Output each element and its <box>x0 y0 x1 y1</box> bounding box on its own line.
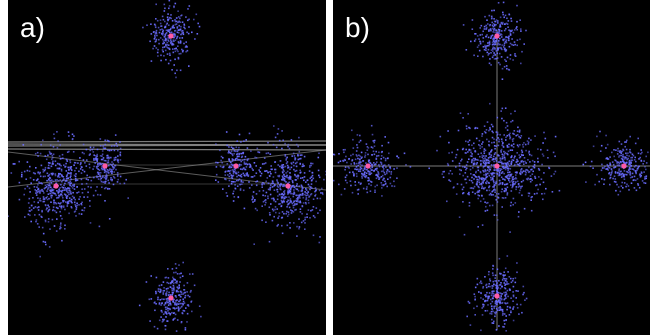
cluster-b-top-core <box>494 33 500 39</box>
cluster-b-center-core <box>494 163 500 169</box>
cluster-a-inner-left <box>79 134 129 199</box>
cluster-a-inner-right-core <box>233 163 239 169</box>
panel-b: b) <box>333 0 650 335</box>
cluster-b-center <box>428 102 561 236</box>
cluster-a-bottom <box>138 261 202 332</box>
cluster-a-inner-left-core <box>102 163 108 169</box>
cluster-a-left <box>8 131 112 258</box>
cluster-b-bottom <box>466 255 528 332</box>
cluster-b-left-core <box>365 163 371 169</box>
cluster-a-bottom-core <box>168 295 174 301</box>
cluster-b-right <box>582 130 649 196</box>
cross-axes <box>333 30 650 330</box>
panel-a-label: a) <box>20 12 45 43</box>
cluster-b-bottom-core <box>494 293 500 299</box>
panel-b-canvas <box>333 1 650 332</box>
cluster-a-top <box>142 0 201 79</box>
panel-b-label: b) <box>345 12 370 43</box>
panel-a: a) <box>0 0 326 335</box>
cluster-b-left <box>333 124 412 197</box>
cluster-a-top-core <box>168 33 174 39</box>
cluster-a-inner-right <box>215 131 259 210</box>
cluster-b-top <box>462 1 527 80</box>
cluster-a-left-core <box>53 183 59 189</box>
panel-a-canvas <box>8 0 326 332</box>
cluster-a-right <box>237 125 326 245</box>
cluster-a-right-core <box>285 183 291 189</box>
cluster-b-right-core <box>621 163 627 169</box>
